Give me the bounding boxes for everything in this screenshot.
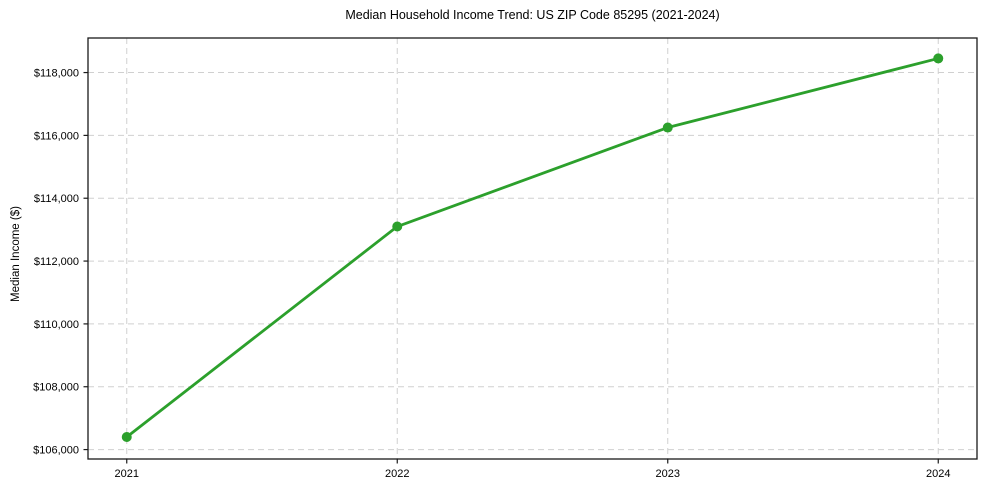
- trend-line: [125, 57, 940, 439]
- data-point: [933, 53, 944, 64]
- y-tick-label: $114,000: [34, 193, 79, 205]
- x-tick-label: 2023: [656, 468, 680, 480]
- y-tick-label: $116,000: [34, 130, 79, 142]
- y-tick-label: $108,000: [33, 382, 79, 394]
- data-point: [121, 432, 132, 443]
- plot-border: [87, 37, 978, 460]
- chart-title: Median Household Income Trend: US ZIP Co…: [345, 8, 720, 22]
- data-point: [392, 221, 403, 232]
- data-point: [662, 122, 673, 133]
- y-tick-label: $106,000: [33, 445, 79, 457]
- y-tick-label: $112,000: [34, 256, 79, 268]
- y-tick-label: $110,000: [34, 319, 79, 331]
- x-tick-label: 2021: [115, 468, 139, 480]
- x-tick-label: 2024: [926, 468, 950, 480]
- y-tick-label: $118,000: [34, 68, 79, 80]
- x-tick-label: 2022: [385, 468, 409, 480]
